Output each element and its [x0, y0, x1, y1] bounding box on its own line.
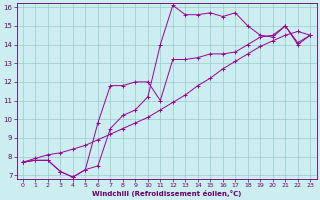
X-axis label: Windchill (Refroidissement éolien,°C): Windchill (Refroidissement éolien,°C)	[92, 190, 241, 197]
